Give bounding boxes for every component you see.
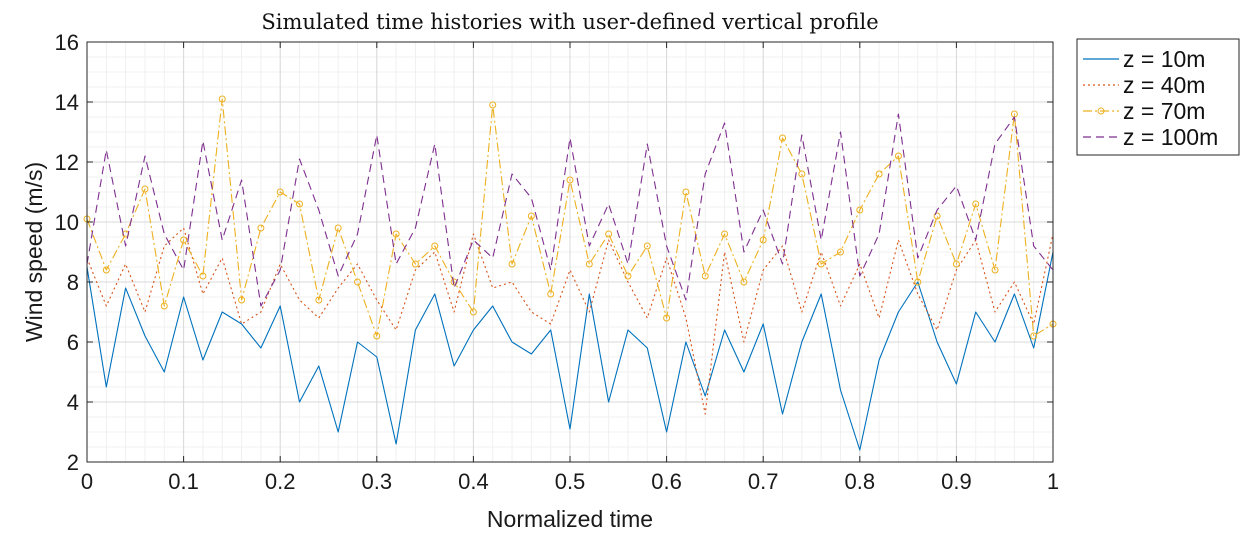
data-point [624, 272, 632, 280]
data-point [353, 278, 361, 286]
x-tick-label: 0.2 [265, 469, 296, 494]
legend-entry: z = 100m [1083, 124, 1218, 150]
data-point [701, 272, 709, 280]
data-point [933, 212, 941, 220]
data-point [798, 170, 806, 178]
legend-box [1076, 38, 1240, 156]
data-point [914, 278, 922, 286]
x-tick-label: 0.9 [941, 469, 972, 494]
series-line [86, 227, 1054, 415]
legend-entry: z = 70m [1083, 98, 1205, 124]
data-point [315, 296, 323, 304]
y-axis-label: Wind speed (m/s) [21, 162, 47, 342]
series-line [86, 98, 1054, 337]
data-point [740, 278, 748, 286]
axis-ticks: 0 0.1 0.2 0.3 0.4 0.5 0.6 0.7 0.8 0.9 124681012141… [55, 30, 1060, 494]
x-tick-label: 0.6 [651, 469, 682, 494]
legend-entry: z = 40m [1083, 72, 1205, 98]
data-point [160, 302, 168, 310]
data-point [508, 260, 516, 268]
y-tick-label: 14 [55, 90, 79, 115]
x-tick-label: 0.4 [458, 469, 489, 494]
data-point [334, 224, 342, 232]
data-point [643, 242, 651, 250]
series-z-40m [86, 227, 1054, 415]
x-tick-label: 0.5 [555, 469, 586, 494]
legend-label: z = 70m [1123, 98, 1205, 124]
legend-entry: z = 10m [1083, 46, 1205, 72]
grid [86, 41, 1054, 463]
data-point [141, 185, 149, 193]
data-point [373, 332, 381, 340]
x-tick-label: 1 [1047, 469, 1059, 494]
y-tick-label: 16 [55, 30, 79, 55]
data-point [296, 200, 304, 208]
data-point [257, 224, 265, 232]
data-point [894, 152, 902, 160]
series-z-10m [86, 251, 1054, 451]
data-point [276, 188, 284, 196]
data-point [817, 260, 825, 268]
data-point [489, 101, 497, 109]
y-tick-label: 8 [67, 270, 79, 295]
data-point [836, 248, 844, 256]
chart-title: Simulated time histories with user-defin… [261, 10, 878, 34]
x-tick-label: 0.3 [362, 469, 393, 494]
data-point [759, 236, 767, 244]
data-point [527, 212, 535, 220]
data-point [469, 308, 477, 316]
data-point [856, 206, 864, 214]
data-point [721, 230, 729, 238]
x-tick-label: 0.1 [168, 469, 199, 494]
y-tick-label: 2 [67, 450, 79, 475]
data-point [682, 188, 690, 196]
data-point [585, 260, 593, 268]
series-z-100m [86, 113, 1054, 307]
data-point [411, 260, 419, 268]
data-point [663, 314, 671, 322]
data-point [566, 176, 574, 184]
series-line [86, 251, 1054, 451]
x-tick-label: 0.8 [845, 469, 876, 494]
data-point [779, 134, 787, 142]
data-point [431, 242, 439, 250]
data-point [238, 296, 246, 304]
data-point [875, 170, 883, 178]
x-axis-label: Normalized time [487, 506, 653, 532]
data-point [605, 230, 613, 238]
data-point [199, 272, 207, 280]
y-tick-label: 12 [55, 150, 79, 175]
legend-label: z = 40m [1123, 72, 1205, 98]
data-point [952, 260, 960, 268]
legend-label: z = 10m [1123, 46, 1205, 72]
legend-label: z = 100m [1123, 124, 1218, 150]
y-tick-label: 10 [55, 210, 79, 235]
x-tick-label: 0 [81, 469, 93, 494]
data-point [1030, 332, 1038, 340]
data-point [972, 200, 980, 208]
data-point [218, 95, 226, 103]
y-tick-label: 6 [67, 330, 79, 355]
data-point [991, 266, 999, 274]
x-tick-label: 0.7 [748, 469, 779, 494]
plot-series [83, 95, 1057, 451]
series-line [86, 113, 1054, 307]
data-point [180, 236, 188, 244]
data-point [547, 290, 555, 298]
legend-marker [1097, 107, 1105, 115]
y-tick-label: 4 [67, 390, 79, 415]
data-point [102, 266, 110, 274]
series-z-70m [83, 95, 1057, 340]
data-point [392, 230, 400, 238]
